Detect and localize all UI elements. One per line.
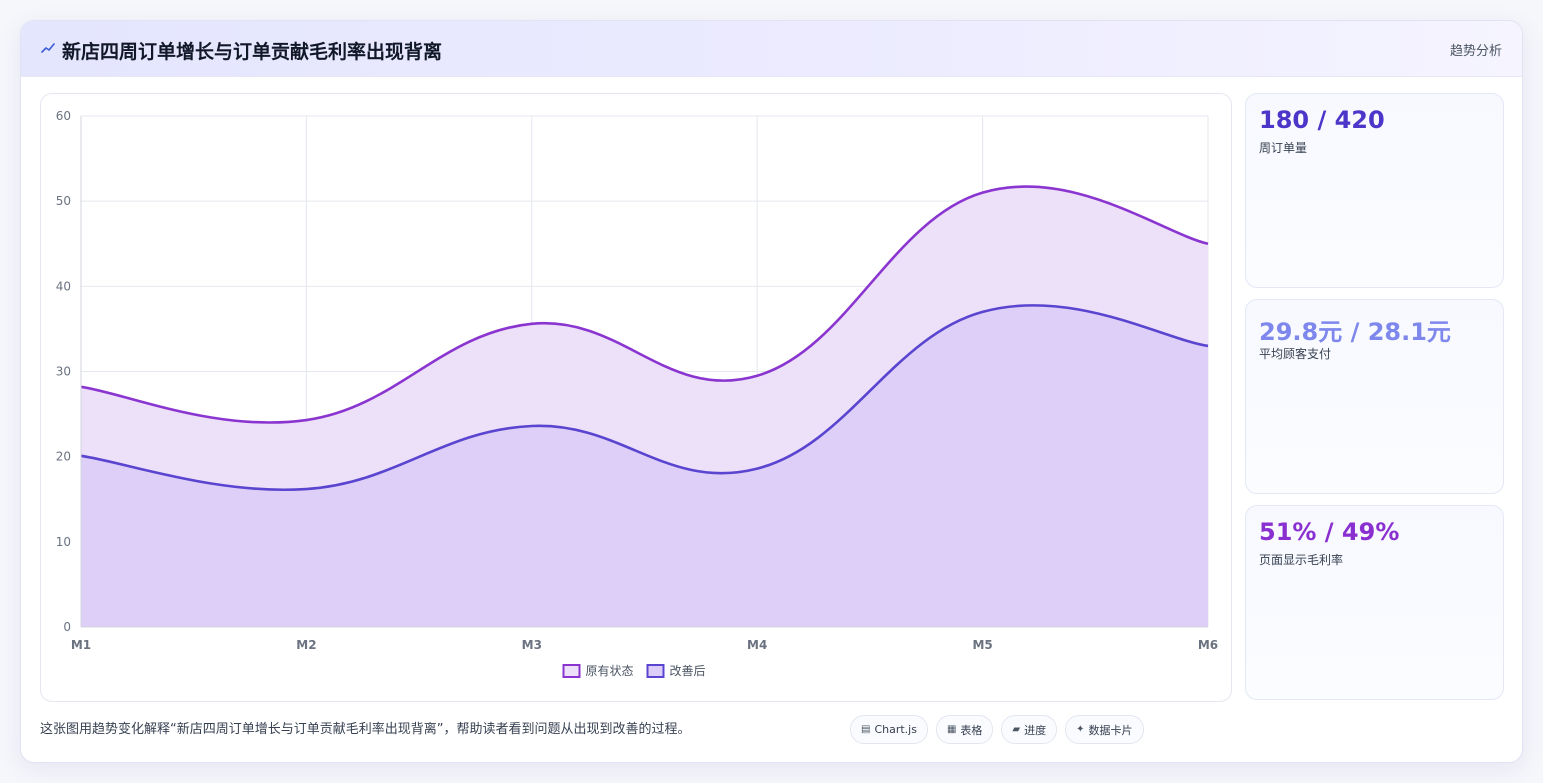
card-header: 新店四周订单增长与订单贡献毛利率出现背离 趋势分析: [21, 21, 1522, 77]
legend-label: 改善后: [670, 663, 706, 678]
stat-value: 180 / 420: [1259, 106, 1385, 134]
page-title: 新店四周订单增长与订单贡献毛利率出现背离: [62, 41, 443, 63]
area-chart: 0 10 20 30 40 50 60 M1 M2 M3 M4 M5 M6 原有状态 改善后: [56, 109, 1218, 678]
y-tick-label: 10: [56, 535, 71, 549]
y-tick-label: 30: [56, 365, 71, 379]
stat-value: 29.8元 / 28.1元: [1259, 318, 1451, 346]
pill-chartjs[interactable]: ▤ Chart.js: [850, 715, 928, 744]
pill-data-card[interactable]: ✦ 数据卡片: [1065, 715, 1144, 744]
x-tick-label: M6: [1198, 638, 1218, 652]
x-tick-label: M5: [972, 638, 992, 652]
chart-icon: ▤: [861, 724, 871, 735]
legend-swatch: [562, 664, 581, 678]
x-tick-label: M2: [296, 638, 316, 652]
series-line-2: [80, 304, 1209, 492]
stat-value: 51% / 49%: [1259, 518, 1400, 546]
chart-panel: 0 10 20 30 40 50 60 M1 M2 M3 M4 M5 M6 原有状态 改善后: [40, 93, 1232, 702]
progress-icon: ▰: [1012, 724, 1021, 735]
pill-table[interactable]: ▦ 表格: [935, 715, 994, 744]
y-tick-label: 60: [56, 109, 71, 123]
stat-card-margin: 51% / 49% 页面显示毛利率: [1245, 505, 1504, 700]
y-tick-label: 40: [56, 279, 71, 293]
card-icon: ✦: [1076, 724, 1085, 735]
series-area-2: [81, 305, 1208, 627]
stat-label: 周订单量: [1259, 141, 1308, 155]
pill-label: 数据卡片: [1088, 723, 1133, 737]
dashboard-card: 新店四周订单增长与订单贡献毛利率出现背离 趋势分析 0 10 20 30 40 50 60 M…: [20, 20, 1523, 763]
stat-label: 页面显示毛利率: [1259, 553, 1344, 567]
y-tick-label: 50: [56, 194, 71, 208]
series-line-1: [80, 185, 1209, 424]
y-tick-label: 20: [56, 450, 71, 464]
legend-swatch: [646, 664, 665, 678]
tag-pills: ▤ Chart.js ▦ 表格 ▰ 进度 ✦ 数据卡片: [850, 715, 1144, 744]
stat-card-orders: 180 / 420 周订单量: [1245, 93, 1504, 288]
y-tick-label: 0: [63, 620, 71, 634]
stat-card-avg-payment: 29.8元 / 28.1元 平均顾客支付: [1245, 299, 1504, 494]
chart-caption: 这张图用趋势变化解释“新店四周订单增长与订单贡献毛利率出现背离”，帮助读者看到问…: [40, 722, 691, 737]
pill-label: 表格: [960, 723, 983, 737]
pill-label: 进度: [1024, 723, 1047, 737]
pill-label: Chart.js: [874, 723, 917, 736]
header-tag: 趋势分析: [1449, 44, 1502, 59]
legend-label: 原有状态: [586, 664, 634, 678]
x-tick-label: M4: [747, 638, 767, 652]
x-tick-label: M3: [522, 638, 542, 652]
stat-label: 平均顾客支付: [1259, 347, 1332, 361]
pill-progress[interactable]: ▰ 进度: [1001, 715, 1058, 744]
x-tick-label: M1: [71, 638, 91, 652]
table-icon: ▦: [946, 724, 957, 735]
chart-line-icon: [41, 43, 55, 53]
